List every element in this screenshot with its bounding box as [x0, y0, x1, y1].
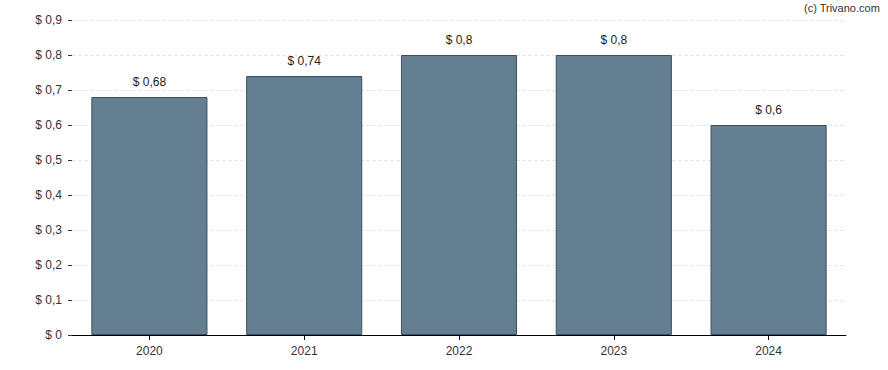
- svg-text:$ 0,8: $ 0,8: [446, 33, 473, 47]
- svg-text:$ 0,6: $ 0,6: [755, 103, 782, 117]
- svg-text:$ 0,8: $ 0,8: [600, 33, 627, 47]
- svg-text:$ 0,7: $ 0,7: [35, 83, 62, 97]
- svg-text:2024: 2024: [755, 344, 782, 358]
- svg-text:$ 0,4: $ 0,4: [35, 188, 62, 202]
- svg-text:$ 0: $ 0: [45, 328, 62, 342]
- svg-text:2023: 2023: [600, 344, 627, 358]
- svg-text:$ 0,6: $ 0,6: [35, 118, 62, 132]
- svg-text:$ 0,9: $ 0,9: [35, 13, 62, 27]
- svg-text:$ 0,74: $ 0,74: [288, 54, 322, 68]
- svg-text:2022: 2022: [446, 344, 473, 358]
- svg-text:$ 0,68: $ 0,68: [133, 75, 167, 89]
- svg-text:$ 0,5: $ 0,5: [35, 153, 62, 167]
- svg-text:$ 0,1: $ 0,1: [35, 293, 62, 307]
- svg-text:(c) Trivano.com: (c) Trivano.com: [804, 2, 880, 14]
- svg-text:$ 0,3: $ 0,3: [35, 223, 62, 237]
- svg-text:2020: 2020: [136, 344, 163, 358]
- svg-text:$ 0,2: $ 0,2: [35, 258, 62, 272]
- svg-text:$ 0,8: $ 0,8: [35, 48, 62, 62]
- svg-text:2021: 2021: [291, 344, 318, 358]
